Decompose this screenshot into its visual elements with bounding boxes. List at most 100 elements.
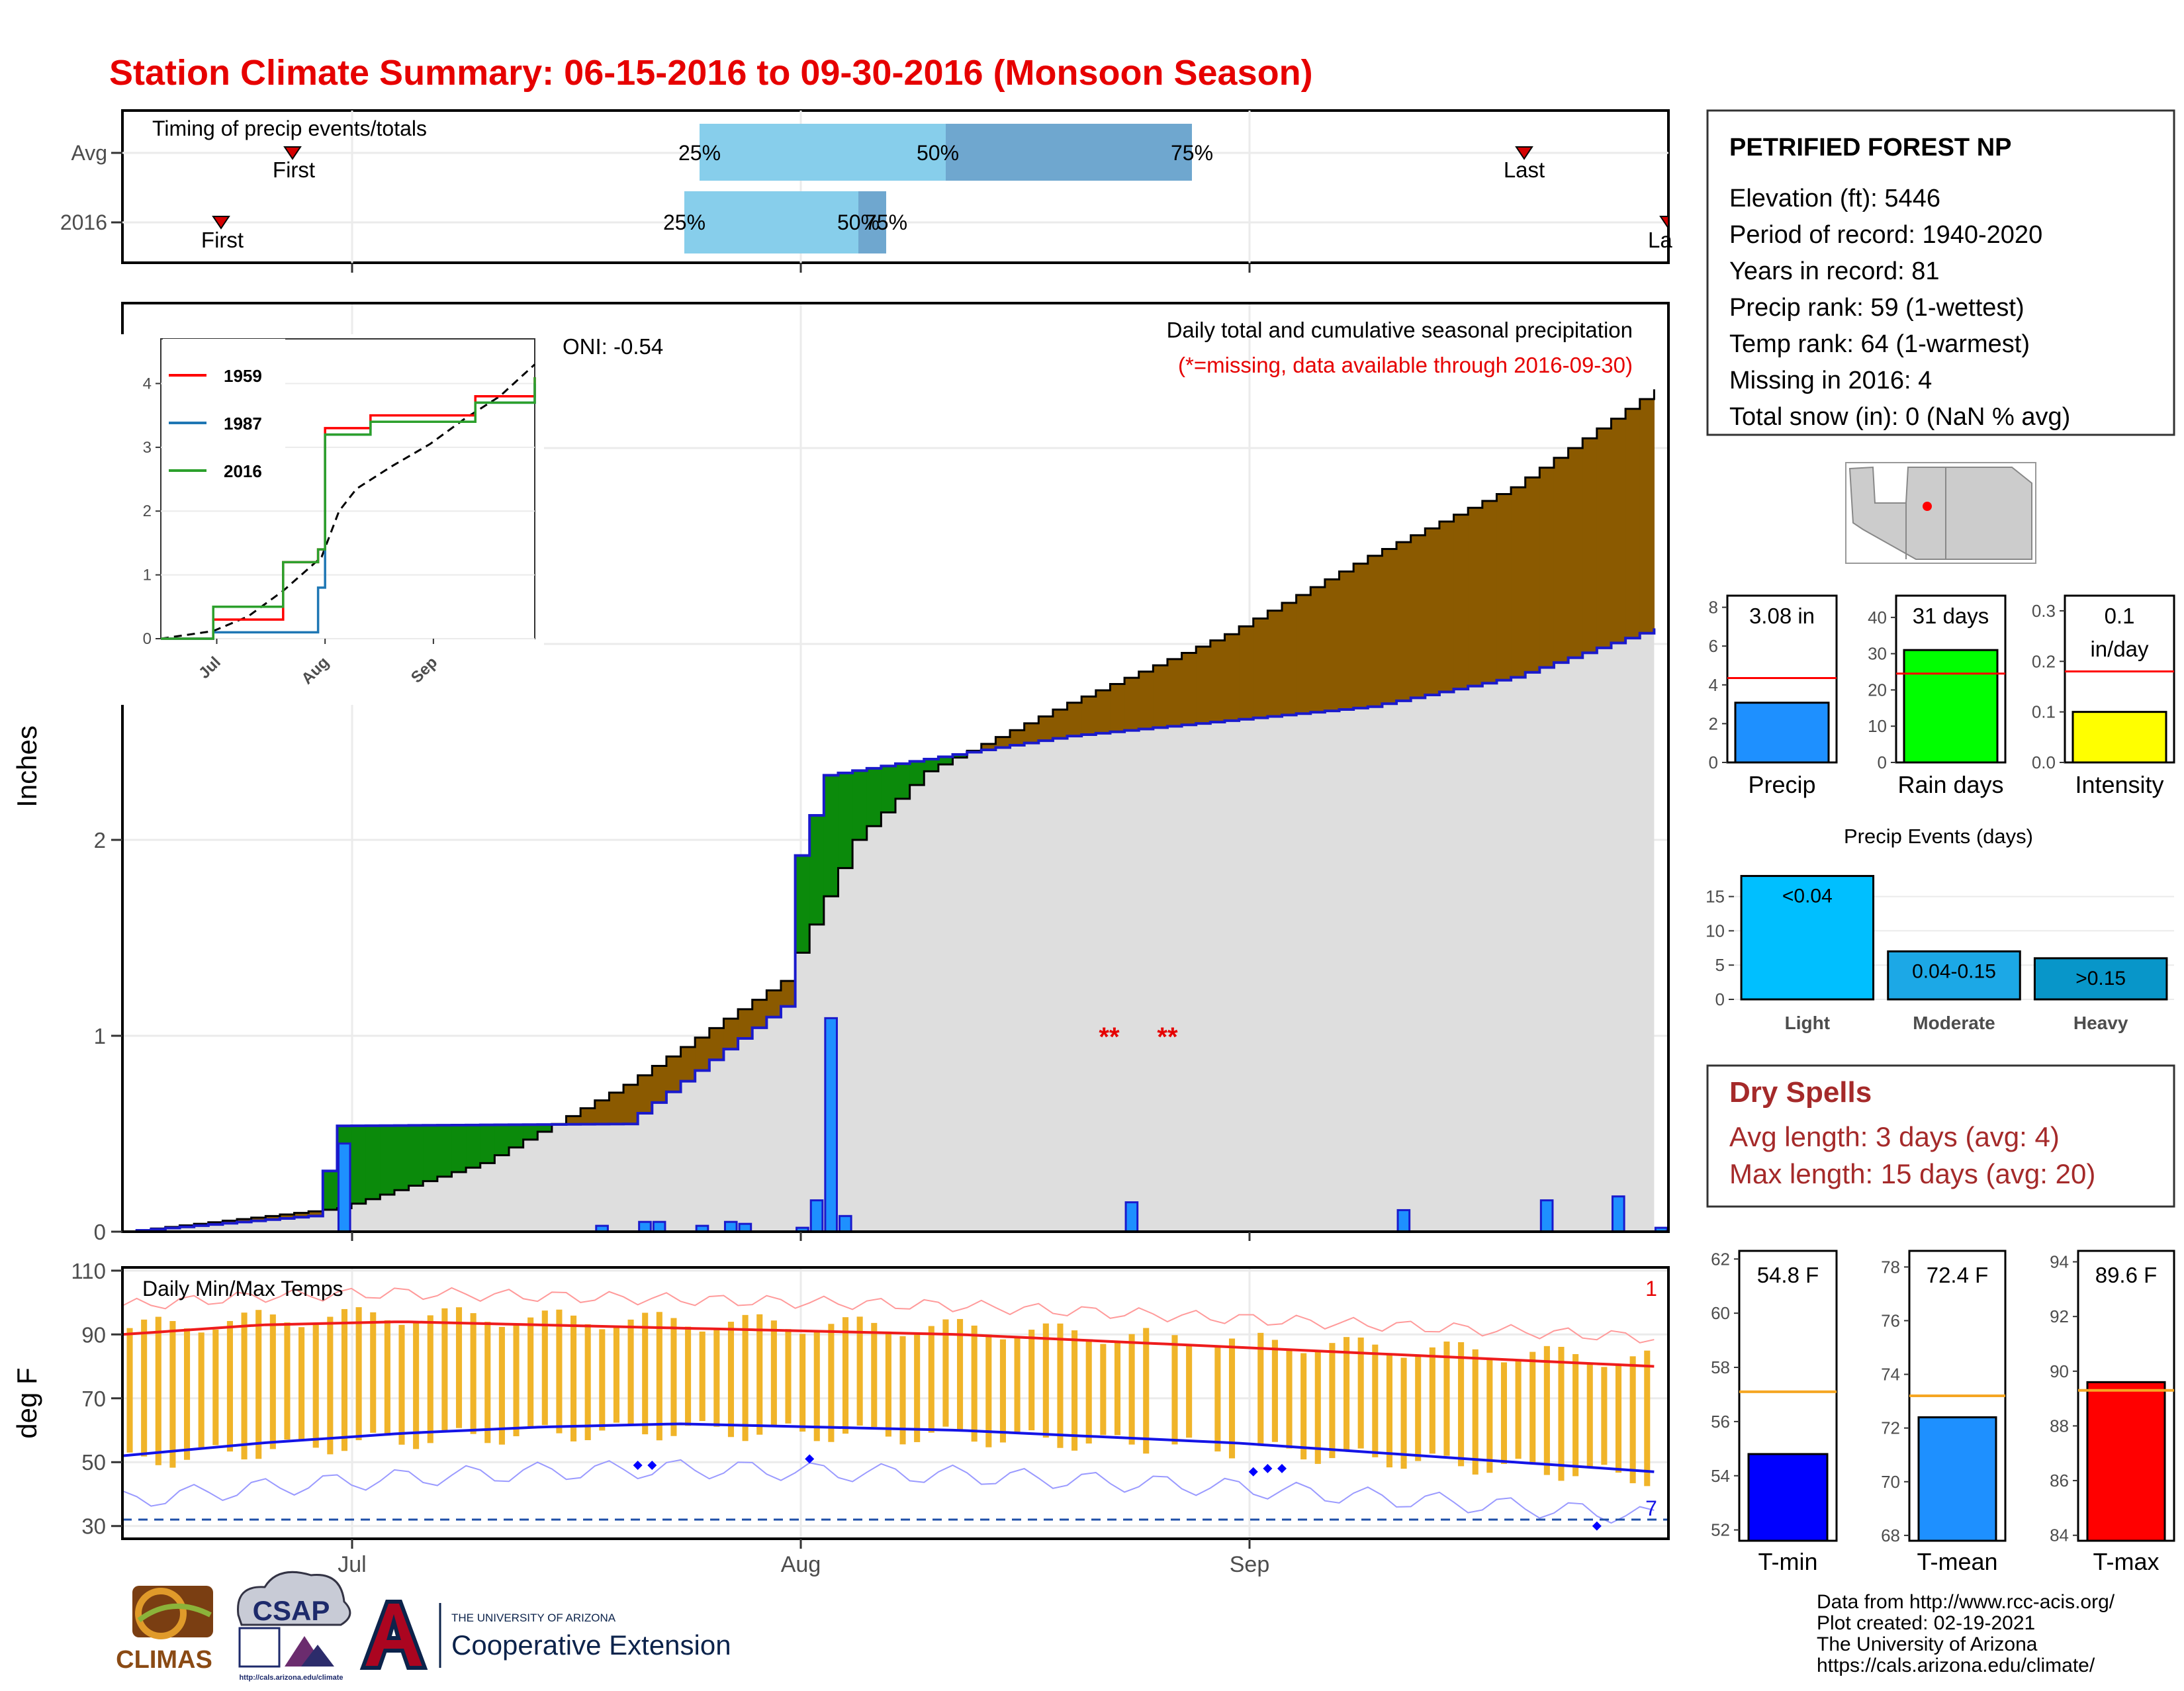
mini-chart-tick-label: 6 [1709,636,1718,656]
daily-temp-bar [1214,1346,1221,1452]
avg-first-label: First [273,158,315,182]
below-average-area [780,981,796,1007]
station-period: Period of record: 1940-2020 [1729,221,2042,249]
temp-mini-tick-label: 52 [1711,1520,1730,1540]
below-average-area [265,1216,281,1220]
daily-temp-bar [1372,1344,1379,1457]
temp-mini-tick-label: 90 [2050,1361,2069,1381]
daily-precip-bar [337,1142,351,1233]
below-average-area [1367,555,1383,707]
2016-iqr-low-bar [684,191,858,253]
below-average-area [1568,448,1583,658]
daily-temp-bar [1128,1334,1135,1445]
record-high-line [122,1287,1655,1344]
below-average-area [1625,408,1641,639]
mini-chart-tick-label: 20 [1868,680,1887,700]
temp-mini-tick-label: 86 [2050,1471,2069,1490]
temp-mini-chart-t-max: 84 86 88 90 92 94 89.6 F T-max [2050,1250,2175,1575]
footer-line: The University of Arizona [1817,1633,2038,1655]
below-average-area [1482,500,1498,684]
daily-temp-bar [1543,1346,1550,1475]
below-average-area [237,1219,252,1222]
above-average-area [494,1124,510,1156]
temperature-ylabel: deg F [11,1367,42,1438]
below-average-area [1253,618,1268,718]
below-average-area [1296,595,1311,714]
daily-temp-bar [169,1320,176,1468]
daily-temp-bar [1329,1343,1336,1459]
mini-chart-bar [2071,711,2167,764]
csap-logo: CSAP http://cals.arizona.edu/climate [237,1571,351,1682]
inset-legend-1987: 1987 [224,414,262,434]
y-tick-label: 0 [94,1220,106,1244]
record-low-marker-icon [1277,1463,1287,1473]
daily-temp-bar [355,1307,362,1441]
mini-chart-tick-label: 0.0 [2032,753,2056,772]
station-temp-rank: Temp rank: 64 (1-warmest) [1729,330,2030,358]
daily-temp-bar [1186,1344,1193,1438]
temp-y-tick-label: 50 [81,1450,106,1475]
precip-event-category: Heavy [2073,1013,2128,1033]
below-average-area [723,1019,739,1050]
dry-spells-max: Max length: 15 days (avg: 20) [1729,1158,2095,1189]
below-average-area [1553,457,1569,663]
daily-temp-bar [298,1327,305,1440]
daily-temp-bar [1343,1337,1350,1450]
daily-temp-bar [727,1322,735,1438]
above-average-area [895,763,911,799]
daily-temp-bar [398,1324,405,1445]
daily-temp-bar [1171,1335,1178,1445]
daily-temp-bar [341,1308,348,1451]
daily-temp-bar [370,1312,377,1433]
daily-temp-bar [269,1314,276,1449]
above-average-area [523,1124,538,1140]
y-tick-label: 1 [94,1024,106,1048]
y-tick-label: 2 [94,828,106,852]
location-map [1845,462,2036,564]
station-years: Years in record: 81 [1729,257,1940,285]
daily-temp-bar [1400,1357,1407,1469]
temp-mini-tick-label: 88 [2050,1416,2069,1436]
daily-temp-bar [327,1316,334,1455]
daily-temp-bar [1586,1363,1593,1467]
climas-logo: CLIMAS [116,1586,213,1674]
daily-temp-bar [785,1329,792,1424]
temp-xtick-jul: Jul [338,1552,366,1577]
timing-ylabel-2016: 2016 [60,210,107,234]
avg-p50-label: 50% [917,141,959,165]
below-average-area [623,1085,639,1124]
daily-temp-bar [126,1328,133,1453]
below-average-area [1396,542,1412,701]
university-logo: THE UNIVERSITY OF ARIZONA Cooperative Ex… [359,1600,731,1670]
inset-legend-2016: 2016 [224,461,262,481]
temp-mini-bar [1747,1453,1829,1542]
below-average-area [1010,730,1025,746]
avg-p25-label: 25% [678,141,721,165]
daily-precip-bar [1539,1199,1554,1233]
daily-temp-bar [842,1317,849,1434]
daily-precip-bar [1124,1201,1139,1233]
daily-temp-bar [885,1331,891,1437]
ua-big-text: Cooperative Extension [451,1629,731,1661]
daily-temp-bar [1415,1355,1422,1461]
below-average-area [566,1116,581,1124]
mini-chart-tick-label: 0.1 [2032,702,2056,722]
precip-event-bar [2033,957,2168,1001]
temp-mini-tick-label: 92 [2050,1306,2069,1326]
record-low-marker-icon [805,1454,815,1464]
daily-temp-bar [656,1312,662,1441]
below-average-area [1353,563,1369,708]
daily-temp-bar [971,1325,978,1442]
above-average-area [838,772,853,868]
below-average-area [1110,684,1125,732]
avg-p75-label: 75% [1171,141,1213,165]
daily-temp-bar [613,1327,619,1423]
2016-first-marker-icon [212,216,230,230]
daily-temp-bar [1071,1330,1078,1451]
temp-y-tick-label: 90 [81,1322,106,1347]
mini-chart-label: Intensity [2075,771,2163,798]
mini-chart-bar [1903,649,1999,764]
above-average-area [322,1171,338,1210]
below-average-area [1382,549,1397,704]
record-low-marker-icon [1248,1467,1258,1477]
